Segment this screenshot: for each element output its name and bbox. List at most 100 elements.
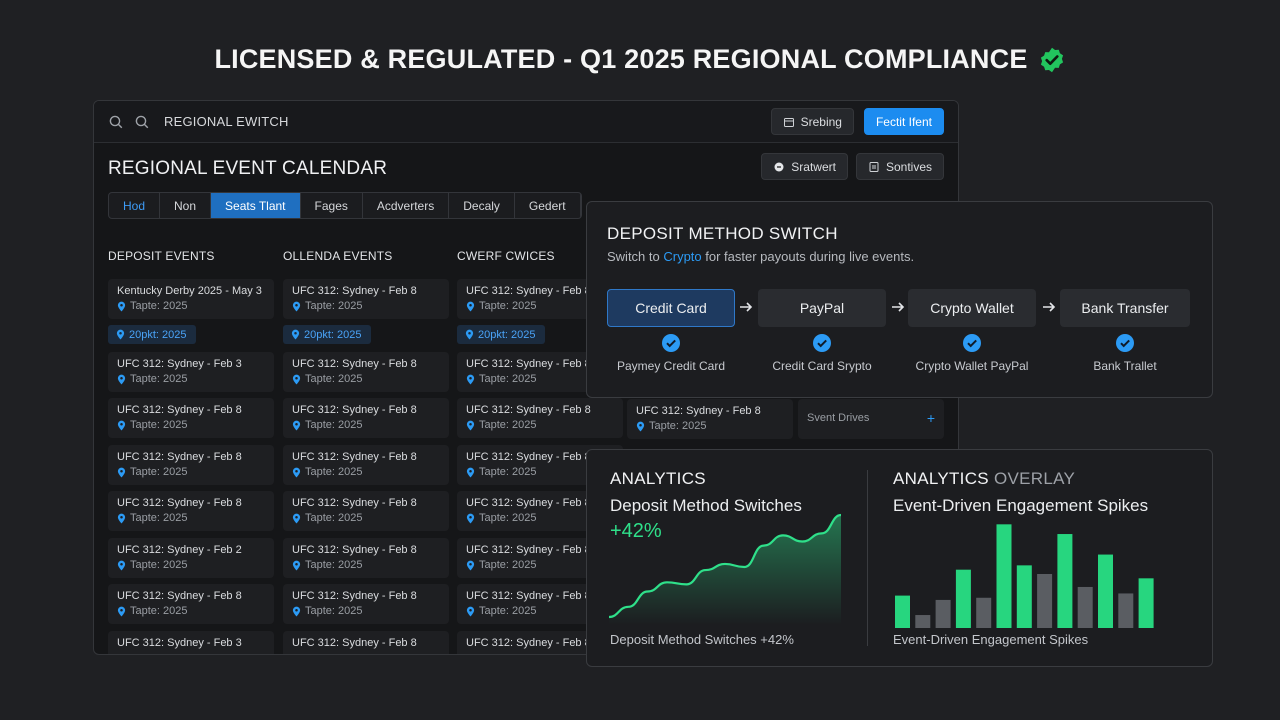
event-card-title: UFC 312: Sydney - Feb 8 (292, 497, 417, 509)
method-paypal[interactable]: PayPal (758, 289, 886, 327)
date-pill[interactable]: 20pkt: 2025 (283, 325, 371, 344)
event-card[interactable]: Svent Drives + (798, 399, 944, 439)
location-pin-icon (466, 606, 475, 616)
tab-3[interactable]: Seats Tlant (211, 193, 301, 218)
window-title: REGIONAL EWITCH (164, 114, 289, 129)
location-pin-icon (117, 513, 126, 523)
event-card-location: Tapte: 2025 (466, 419, 614, 431)
event-card-location: Tapte: 2025 (292, 419, 440, 431)
event-card-location-text: Tapte: 2025 (305, 605, 363, 617)
location-pin-icon (116, 329, 125, 340)
event-card[interactable]: UFC 312: Sydney - Feb 8 (457, 631, 623, 654)
event-card-location-text: Tapte: 2025 (479, 300, 537, 312)
primary-button[interactable]: Fectit Ifent (863, 108, 944, 135)
event-card[interactable]: UFC 312: Sydney - Feb 8 Tapte: 2025 (283, 279, 449, 319)
location-pin-icon (292, 560, 301, 570)
location-pin-icon (292, 606, 301, 616)
date-pill[interactable]: 20pkt: 2025 (108, 325, 196, 344)
event-card-location-text: Tapte: 2025 (130, 419, 188, 431)
event-card-location-text: Tapte: 2025 (130, 300, 188, 312)
event-card-location-text: Tapte: 2025 (305, 559, 363, 571)
location-pin-icon (117, 560, 126, 570)
method-bank-transfer[interactable]: Bank Transfer (1060, 289, 1190, 327)
window-toolbar: REGIONAL EWITCH Srebing Fectit Ifent (94, 101, 958, 143)
event-card[interactable]: Kentucky Derby 2025 - May 3 Tapte: 2025 (108, 279, 274, 319)
event-card-title: UFC 312: Sydney - Feb 8 (117, 404, 242, 416)
event-card[interactable]: UFC 312: Sydney - Feb 8 Tapte: 2025 (283, 445, 449, 485)
event-card[interactable]: UFC 312: Sydney - Feb 8 Tapte: 2025 (457, 398, 623, 438)
analytics-left-percent: +42% (610, 520, 662, 542)
date-pill-text: 20pkt: 2025 (129, 328, 187, 341)
event-card[interactable]: UFC 312: Sydney - Feb 8 Tapte: 2025 (108, 445, 274, 485)
event-card[interactable]: UFC 312: Sydney - Feb 3 (108, 631, 274, 654)
tab-7[interactable]: Gedert (515, 193, 581, 218)
event-card-title: UFC 312: Sydney - Feb 8 (466, 358, 591, 370)
bar (1016, 565, 1032, 628)
event-card[interactable]: UFC 312: Sydney - Feb 8 Tapte: 2025 (108, 491, 274, 531)
date-pill[interactable]: 20pkt: 2025 (457, 325, 545, 344)
event-card[interactable]: UFC 312: Sydney - Feb 8 Tapte: 2025 (283, 398, 449, 438)
analytics-divider (867, 470, 868, 646)
event-card-location: Tapte: 2025 (636, 420, 784, 432)
event-card[interactable]: UFC 312: Sydney - Feb 8 (283, 631, 449, 654)
method-label-1: Paymey Credit Card (616, 359, 726, 373)
bar (935, 599, 951, 628)
event-card[interactable]: UFC 312: Sydney - Feb 8 Tapte: 2025 (108, 584, 274, 624)
deposit-subtitle-post: for faster payouts during live events. (701, 249, 915, 264)
event-card-location: Tapte: 2025 (466, 512, 614, 524)
tab-1[interactable]: Hod (109, 193, 161, 218)
bar (1138, 578, 1154, 628)
event-card-location: Tapte: 2025 (466, 559, 614, 571)
event-card[interactable]: UFC 312: Sydney - Feb 3 Tapte: 2025 (108, 352, 274, 392)
event-card-title: UFC 312: Sydney - Feb 8 (117, 497, 242, 509)
event-card-title: UFC 312: Sydney - Feb 8 (466, 451, 591, 463)
check-icon (813, 334, 831, 352)
add-icon[interactable]: + (926, 410, 935, 426)
event-card-title: UFC 312: Sydney - Feb 3 (117, 358, 242, 370)
event-card-location: Tapte: 2025 (117, 466, 265, 478)
engagement-spikes-bar-chart (895, 524, 1154, 628)
event-card[interactable]: UFC 312: Sydney - Feb 8 Tapte: 2025 (283, 584, 449, 624)
secondary-button[interactable]: Srebing (770, 108, 854, 135)
event-card[interactable]: UFC 312: Sydney - Feb 8 Tapte: 2025 (283, 538, 449, 578)
event-card-location: Tapte: 2025 (292, 559, 440, 571)
event-card-location: Tapte: 2025 (292, 373, 440, 385)
arrow-right-icon (1043, 302, 1056, 312)
tab-2[interactable]: Non (160, 193, 212, 218)
method-credit-card[interactable]: Credit Card (607, 289, 735, 327)
search-icon[interactable] (108, 114, 124, 130)
event-card[interactable]: UFC 312: Sydney - Feb 8 Tapte: 2025 (108, 398, 274, 438)
event-card-location: Tapte: 2025 (292, 300, 440, 312)
circle-icon (774, 162, 784, 171)
event-card-location-text: Tapte: 2025 (130, 605, 188, 617)
tab-6[interactable]: Decaly (449, 193, 515, 218)
event-card-location: Tapte: 2025 (117, 419, 265, 431)
bar (1037, 574, 1053, 628)
arrow-right-icon (892, 302, 905, 312)
event-card[interactable]: UFC 312: Sydney - Feb 8 Tapte: 2025 (627, 399, 793, 439)
event-card-title: UFC 312: Sydney - Feb 2 (117, 544, 242, 556)
tab-5[interactable]: Acdverters (363, 193, 450, 218)
event-card-title: UFC 312: Sydney - Feb 8 (292, 451, 417, 463)
event-card-location: Tapte: 2025 (466, 373, 614, 385)
event-card[interactable]: UFC 312: Sydney - Feb 8 Tapte: 2025 (283, 491, 449, 531)
event-card-title: UFC 312: Sydney - Feb 8 (466, 590, 591, 602)
event-card[interactable]: UFC 312: Sydney - Feb 2 Tapte: 2025 (108, 538, 274, 578)
event-card-label: Svent Drives + (807, 410, 935, 426)
event-card[interactable]: UFC 312: Sydney - Feb 8 Tapte: 2025 (283, 352, 449, 392)
headline-text: LICENSED & REGULATED - Q1 2025 REGIONAL … (214, 44, 1028, 74)
action-button-2[interactable]: Sontives (855, 153, 944, 180)
primary-button-label: Fectit Ifent (875, 114, 932, 129)
event-card-title: UFC 312: Sydney - Feb 8 (636, 405, 761, 417)
tab-4[interactable]: Fages (301, 193, 363, 218)
location-pin-icon (466, 467, 475, 477)
action-button-1[interactable]: Sratwert (761, 153, 848, 180)
bar (895, 595, 910, 628)
method-crypto-wallet[interactable]: Crypto Wallet (908, 289, 1036, 327)
deposit-subtitle: Switch to Crypto for faster payouts duri… (607, 249, 914, 264)
search-icon[interactable] (134, 114, 150, 130)
event-card-title: UFC 312: Sydney - Feb 8 (292, 544, 417, 556)
event-card-location: Tapte: 2025 (117, 512, 265, 524)
bar (1098, 554, 1113, 628)
event-card-title: UFC 312: Sydney - Feb 8 (292, 404, 417, 416)
